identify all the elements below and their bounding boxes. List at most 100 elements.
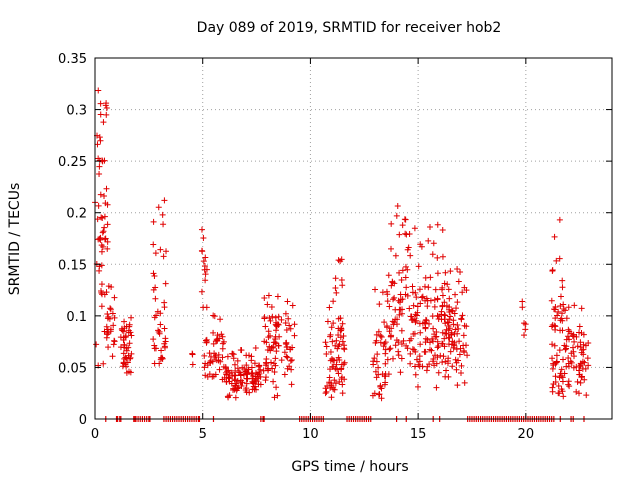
data-point — [286, 363, 293, 370]
data-point — [577, 362, 584, 369]
data-point — [407, 313, 414, 320]
data-point — [163, 248, 170, 255]
data-point — [217, 316, 224, 323]
data-point — [374, 351, 381, 358]
data-point — [329, 363, 336, 370]
data-point — [395, 339, 402, 346]
data-point — [152, 295, 159, 302]
data-point — [128, 314, 135, 321]
data-point — [573, 388, 580, 395]
y-tick-label: 0.2 — [66, 207, 87, 222]
data-point — [252, 369, 259, 376]
data-point — [430, 240, 437, 247]
data-point — [99, 157, 106, 164]
data-point — [442, 312, 449, 319]
data-point — [561, 370, 568, 377]
data-point — [207, 360, 214, 367]
data-point — [160, 221, 167, 228]
data-point — [414, 303, 421, 310]
data-point — [249, 375, 256, 382]
data-point — [394, 202, 401, 209]
chart-title: Day 089 of 2019, SRMTID for receiver hob… — [197, 20, 502, 36]
data-point — [557, 293, 564, 300]
data-point — [557, 302, 564, 309]
data-point — [570, 344, 577, 351]
data-point — [433, 360, 440, 367]
data-point — [459, 289, 466, 296]
data-point — [234, 365, 241, 372]
data-point — [463, 287, 470, 294]
data-point — [97, 234, 104, 241]
data-point — [198, 226, 205, 233]
data-point — [105, 344, 112, 351]
data-point — [373, 358, 380, 365]
data-point — [388, 282, 395, 289]
data-point — [439, 329, 446, 336]
data-point — [264, 301, 271, 308]
data-point — [102, 235, 109, 242]
data-point — [411, 225, 418, 232]
data-point — [198, 247, 205, 254]
data-point — [156, 328, 163, 335]
data-point — [288, 356, 295, 363]
data-point — [452, 291, 459, 298]
data-point — [121, 355, 128, 362]
data-point — [251, 386, 258, 393]
data-point — [390, 296, 397, 303]
data-point — [330, 298, 337, 305]
data-point — [552, 306, 559, 313]
data-point — [126, 340, 133, 347]
data-point — [387, 345, 394, 352]
data-point — [210, 312, 217, 319]
data-point — [332, 285, 339, 292]
data-point — [288, 366, 295, 373]
data-point — [457, 268, 464, 275]
data-point — [376, 301, 383, 308]
data-point — [268, 344, 275, 351]
data-point — [338, 361, 345, 368]
grid-lines — [95, 58, 612, 419]
data-point — [441, 280, 448, 287]
data-point — [409, 283, 416, 290]
data-point — [428, 347, 435, 354]
data-point — [421, 348, 428, 355]
data-point — [403, 231, 410, 238]
data-point — [338, 375, 345, 382]
data-point — [127, 369, 134, 376]
data-point — [562, 307, 569, 314]
data-point — [549, 365, 556, 372]
data-point — [521, 320, 528, 327]
data-point — [283, 326, 290, 333]
data-point — [109, 310, 116, 317]
data-point — [444, 360, 451, 367]
data-point — [560, 306, 567, 313]
data-point — [396, 231, 403, 238]
data-point — [584, 355, 591, 362]
data-point — [399, 296, 406, 303]
data-point — [289, 302, 296, 309]
data-point — [568, 359, 575, 366]
data-point — [101, 236, 108, 243]
data-point — [378, 395, 385, 402]
data-point — [576, 323, 583, 330]
data-point — [552, 378, 559, 385]
data-point — [255, 362, 262, 369]
data-point — [447, 348, 454, 355]
data-point — [457, 345, 464, 352]
data-point — [273, 384, 280, 391]
data-point — [382, 339, 389, 346]
data-point — [576, 329, 583, 336]
data-point — [404, 266, 411, 273]
axis-ticks: 0 0.05 0.1 0.15 0.2 0.25 0.3 0.35 0 5 10 15 20 — [58, 52, 612, 442]
data-point — [98, 214, 105, 221]
data-point — [105, 283, 112, 290]
data-point — [102, 200, 109, 207]
data-point — [330, 320, 337, 327]
data-point — [434, 354, 441, 361]
data-point — [335, 315, 342, 322]
data-point — [285, 315, 292, 322]
data-point — [96, 171, 103, 178]
data-point — [151, 342, 158, 349]
data-point — [265, 292, 272, 299]
data-point — [422, 324, 429, 331]
